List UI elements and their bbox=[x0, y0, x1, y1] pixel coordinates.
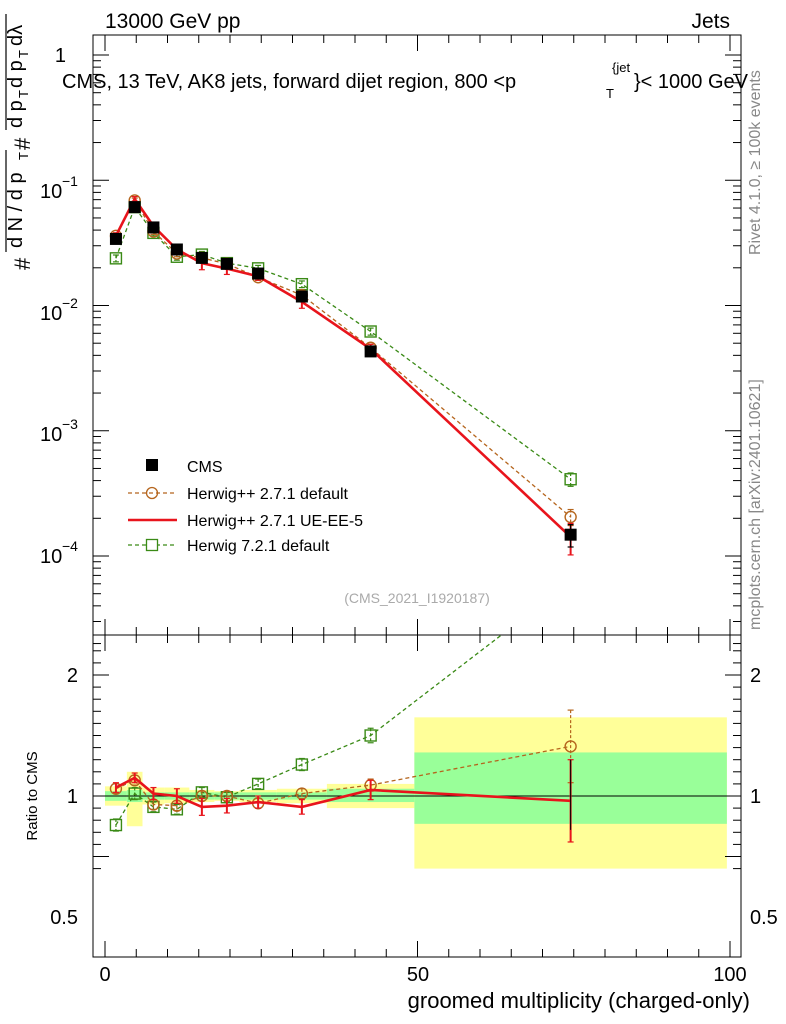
ratio-tick-0.5-left: 0.5 bbox=[50, 907, 78, 929]
mc-point bbox=[295, 758, 309, 771]
data-point bbox=[195, 251, 208, 264]
mc-point bbox=[109, 818, 123, 832]
plot-title-end: }< 1000 GeV bbox=[634, 71, 749, 93]
rivet-version-label: Rivet 4.1.0, ≥ 100k events bbox=[747, 70, 764, 255]
header-right: Jets bbox=[691, 10, 730, 33]
data-point bbox=[564, 528, 577, 541]
plot-title-sup: {jet bbox=[612, 60, 630, 75]
legend-label-herwig7: Herwig 7.2.1 default bbox=[187, 538, 330, 555]
x-tick-labels: 0 50 100 bbox=[99, 964, 746, 986]
y-tick-label-1: 1 bbox=[55, 45, 66, 67]
legend-marker-herwigpp-default bbox=[145, 486, 159, 500]
data-point bbox=[364, 345, 377, 358]
header-left: 13000 GeV pp bbox=[105, 10, 240, 33]
ratio-series bbox=[109, 576, 577, 843]
data-point bbox=[109, 232, 122, 245]
plot-title: CMS, 13 TeV, AK8 jets, forward dijet reg… bbox=[62, 60, 749, 101]
x-tick-100: 100 bbox=[713, 964, 746, 986]
legend-label-herwigpp-ueee5: Herwig++ 2.7.1 UE-EE-5 bbox=[187, 513, 363, 530]
mc-point bbox=[251, 777, 265, 791]
svg-text:N: N bbox=[0, 34, 3, 48]
mc-point bbox=[565, 576, 576, 587]
data-point bbox=[147, 221, 160, 234]
plot-title-main: CMS, 13 TeV, AK8 jets, forward dijet reg… bbox=[62, 71, 516, 93]
data-point bbox=[170, 243, 183, 256]
svg-text:T: T bbox=[16, 90, 31, 98]
svg-text:1: 1 bbox=[0, 239, 3, 250]
series-line bbox=[115, 776, 571, 809]
mc-point bbox=[564, 473, 577, 486]
series-line bbox=[114, 196, 572, 538]
svg-text:#: # bbox=[0, 116, 3, 128]
legend-marker-cms bbox=[146, 459, 158, 471]
series-line bbox=[115, 635, 503, 826]
legend: CMS Herwig++ 2.7.1 default Herwig++ 2.7.… bbox=[128, 459, 363, 555]
y-tick-exp-0.001: −3 bbox=[62, 416, 78, 432]
svg-text:T: T bbox=[16, 152, 31, 160]
y-tick-label-0.001: 10 bbox=[40, 424, 62, 446]
mc-point bbox=[128, 787, 141, 800]
x-axis-title: groomed multiplicity (charged-only) bbox=[408, 988, 750, 1013]
y-tick-exp-0.1: −1 bbox=[62, 173, 78, 189]
mc-point bbox=[364, 325, 377, 338]
series-line bbox=[115, 199, 572, 518]
main-series bbox=[109, 194, 577, 556]
data-point bbox=[252, 267, 265, 280]
ratio-tick-1-right: 1 bbox=[750, 786, 761, 808]
svg-text:T: T bbox=[16, 50, 31, 58]
ratio-ylabel: Ratio to CMS bbox=[24, 751, 41, 840]
axis-ticks bbox=[93, 35, 741, 957]
svg-text:#: # bbox=[10, 137, 35, 150]
data-point bbox=[128, 201, 141, 214]
x-tick-50: 50 bbox=[407, 964, 429, 986]
ratio-y-tick-labels: 2 1 0.5 2 1 0.5 bbox=[50, 665, 778, 929]
legend-label-cms: CMS bbox=[187, 459, 223, 476]
data-point bbox=[220, 257, 233, 270]
mc-point bbox=[564, 510, 577, 524]
svg-text:d p: d p bbox=[5, 100, 27, 128]
y-tick-label-0.01: 10 bbox=[40, 303, 62, 325]
svg-text:dλ: dλ bbox=[5, 25, 27, 46]
mc-point bbox=[364, 729, 377, 742]
mc-point bbox=[109, 252, 123, 265]
ratio-tick-1-left: 1 bbox=[67, 786, 78, 808]
plot-title-sub: T bbox=[606, 86, 614, 101]
main-ylabel: # d N / d p T 1 # d p T # d p T dλ d 2 N bbox=[0, 14, 35, 270]
main-y-tick-labels: 1 10 −1 10 −2 10 −3 10 −4 bbox=[40, 45, 78, 568]
svg-text:d: d bbox=[0, 59, 3, 70]
legend-label-herwigpp-default: Herwig++ 2.7.1 default bbox=[187, 486, 349, 503]
svg-text:#: # bbox=[10, 257, 35, 270]
analysis-watermark: (CMS_2021_I1920187) bbox=[344, 590, 490, 606]
series-line bbox=[115, 745, 571, 807]
y-tick-label-0.0001: 10 bbox=[40, 546, 62, 568]
main-cms bbox=[109, 201, 577, 548]
legend-marker-herwig7 bbox=[145, 538, 159, 552]
ratio-herwig-2-7-1-ue-ee-5 bbox=[112, 759, 574, 843]
data-point bbox=[295, 290, 308, 303]
svg-text:d p: d p bbox=[5, 60, 27, 88]
series-line bbox=[115, 205, 572, 480]
mcplots-label: mcplots.cern.ch [arXiv:2401.10621] bbox=[747, 379, 764, 630]
svg-text:d N / d p: d N / d p bbox=[5, 172, 27, 248]
mc-point bbox=[564, 740, 577, 753]
x-tick-0: 0 bbox=[99, 964, 110, 986]
ratio-tick-0.5-right: 0.5 bbox=[750, 907, 778, 929]
y-tick-exp-0.0001: −4 bbox=[62, 538, 78, 554]
ratio-tick-2-right: 2 bbox=[750, 665, 761, 687]
ratio-tick-2-left: 2 bbox=[67, 665, 78, 687]
y-tick-exp-0.01: −2 bbox=[62, 295, 78, 311]
y-tick-label-0.1: 10 bbox=[40, 181, 62, 203]
